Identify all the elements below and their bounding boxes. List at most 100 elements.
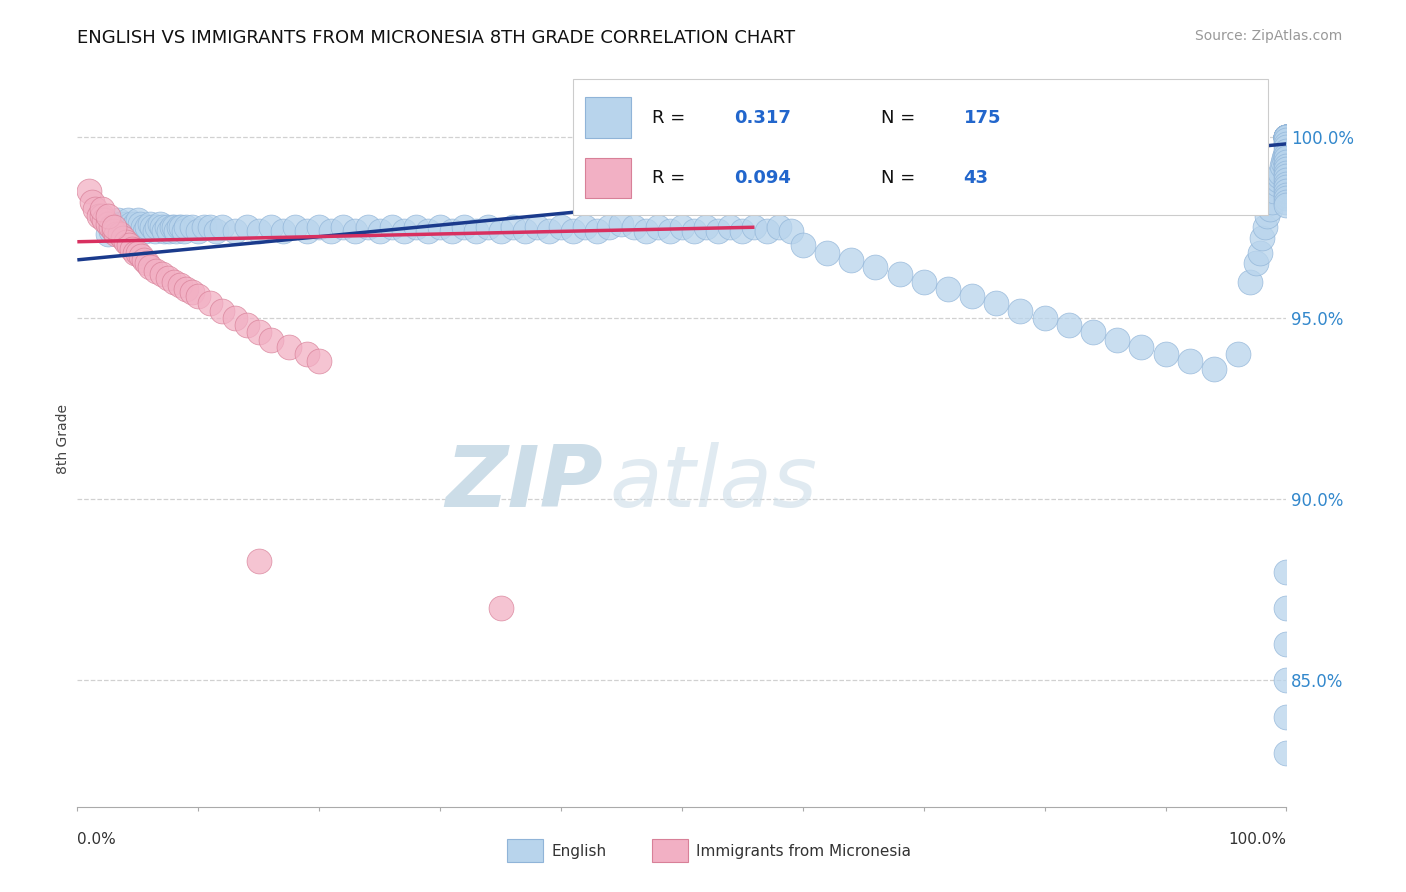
Point bbox=[131, 249, 153, 263]
Point bbox=[1275, 129, 1298, 144]
Point bbox=[118, 238, 141, 252]
Point bbox=[146, 220, 169, 235]
Point bbox=[1274, 147, 1296, 161]
Point bbox=[1275, 565, 1298, 579]
Point bbox=[107, 213, 129, 227]
Point bbox=[1275, 177, 1298, 191]
Point bbox=[695, 220, 717, 235]
Point bbox=[1275, 152, 1298, 166]
Point bbox=[865, 260, 887, 274]
Point bbox=[1275, 162, 1298, 177]
Text: N =: N = bbox=[882, 109, 921, 127]
FancyBboxPatch shape bbox=[574, 78, 1268, 215]
Point bbox=[502, 220, 524, 235]
Point bbox=[1275, 637, 1298, 651]
Point bbox=[90, 210, 112, 224]
Point bbox=[586, 224, 609, 238]
Point bbox=[344, 224, 367, 238]
Point bbox=[1261, 194, 1284, 209]
Point bbox=[205, 224, 228, 238]
Point bbox=[122, 220, 145, 235]
FancyBboxPatch shape bbox=[585, 97, 631, 138]
Point bbox=[136, 256, 159, 270]
Point bbox=[1275, 155, 1298, 169]
Point bbox=[1202, 361, 1225, 376]
Point bbox=[295, 224, 318, 238]
Text: atlas: atlas bbox=[609, 442, 817, 525]
Point bbox=[1263, 184, 1285, 198]
Text: 175: 175 bbox=[963, 109, 1001, 127]
Point bbox=[1258, 202, 1281, 216]
Point bbox=[912, 275, 935, 289]
Text: English: English bbox=[551, 844, 606, 859]
Point bbox=[1275, 187, 1298, 202]
Point bbox=[136, 220, 159, 235]
Point bbox=[1275, 184, 1298, 198]
Point bbox=[368, 224, 391, 238]
Point bbox=[815, 245, 838, 260]
Point bbox=[200, 220, 222, 235]
Point bbox=[284, 220, 307, 235]
Point bbox=[1275, 129, 1298, 144]
Point bbox=[129, 217, 152, 231]
Point bbox=[103, 220, 125, 235]
Point bbox=[1275, 136, 1298, 151]
Point bbox=[96, 217, 118, 231]
Y-axis label: 8th Grade: 8th Grade bbox=[56, 404, 70, 475]
Point bbox=[1275, 198, 1298, 212]
Point bbox=[658, 224, 681, 238]
Point bbox=[112, 231, 135, 245]
Text: 43: 43 bbox=[963, 169, 988, 187]
Point bbox=[96, 210, 118, 224]
Point bbox=[936, 282, 959, 296]
Point bbox=[108, 227, 131, 242]
Point bbox=[235, 220, 257, 235]
Text: 0.094: 0.094 bbox=[734, 169, 790, 187]
Point bbox=[1275, 746, 1298, 760]
Point bbox=[489, 224, 512, 238]
Point bbox=[550, 220, 572, 235]
Point bbox=[124, 217, 146, 231]
Point bbox=[779, 224, 801, 238]
Point bbox=[1275, 166, 1298, 180]
Point bbox=[166, 224, 188, 238]
Point bbox=[1271, 159, 1294, 173]
Point bbox=[332, 220, 354, 235]
Point bbox=[235, 318, 257, 332]
Point bbox=[93, 213, 115, 227]
Point bbox=[1275, 129, 1298, 144]
Text: Source: ZipAtlas.com: Source: ZipAtlas.com bbox=[1195, 29, 1343, 43]
Point bbox=[1275, 129, 1298, 144]
Point bbox=[1275, 136, 1298, 151]
Point bbox=[356, 220, 378, 235]
Point bbox=[1275, 129, 1298, 144]
Point bbox=[173, 224, 195, 238]
Point bbox=[160, 220, 183, 235]
Point bbox=[127, 213, 149, 227]
Point bbox=[120, 217, 142, 231]
Point bbox=[247, 224, 270, 238]
Point bbox=[1275, 169, 1298, 184]
Point bbox=[1275, 129, 1298, 144]
Point bbox=[1275, 129, 1298, 144]
Point bbox=[181, 220, 204, 235]
Point bbox=[1275, 709, 1298, 723]
Point bbox=[489, 600, 512, 615]
Point bbox=[1107, 333, 1129, 347]
Point bbox=[80, 194, 103, 209]
Point bbox=[260, 333, 283, 347]
Point bbox=[174, 220, 197, 235]
Point bbox=[193, 220, 215, 235]
Point bbox=[121, 242, 143, 256]
Point bbox=[465, 224, 488, 238]
Text: R =: R = bbox=[652, 169, 690, 187]
Point bbox=[112, 220, 135, 235]
Point bbox=[1268, 169, 1291, 184]
Point bbox=[768, 220, 790, 235]
Point bbox=[117, 213, 139, 227]
Point bbox=[1057, 318, 1080, 332]
Point bbox=[100, 224, 122, 238]
Point bbox=[610, 217, 633, 231]
Point bbox=[405, 220, 427, 235]
Point bbox=[671, 220, 693, 235]
